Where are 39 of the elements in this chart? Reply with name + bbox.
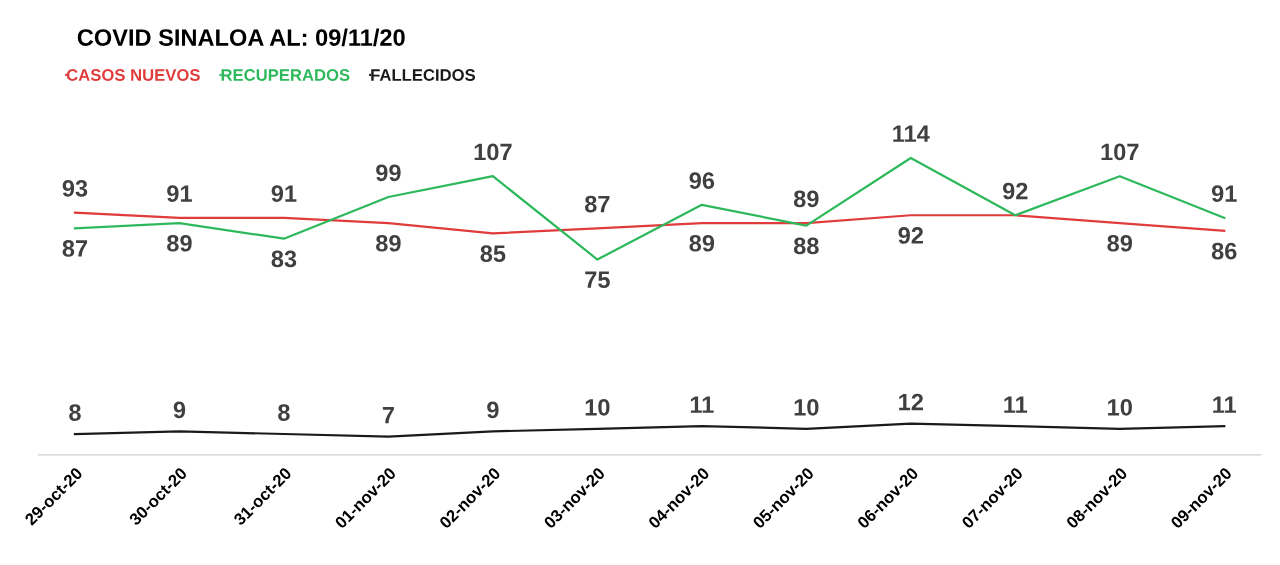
chart-title: COVID SINALOA AL: 09/11/20 bbox=[77, 28, 405, 47]
data-label: 10 bbox=[585, 398, 610, 416]
data-label: 87 bbox=[62, 240, 88, 257]
data-label: 96 bbox=[689, 172, 715, 189]
legend-label: FALLECIDOS bbox=[371, 69, 476, 81]
data-label: 75 bbox=[585, 271, 610, 289]
data-label: 10 bbox=[1108, 398, 1132, 416]
data-label: 91 bbox=[271, 185, 297, 202]
data-label: 85 bbox=[480, 245, 506, 263]
data-label: 88 bbox=[793, 237, 819, 255]
legend-label: RECUPERADOS bbox=[221, 69, 350, 81]
data-label: 89 bbox=[1107, 234, 1133, 252]
data-label: 87 bbox=[584, 195, 610, 213]
data-label: 89 bbox=[167, 234, 192, 252]
legend-label: CASOS NUEVOS bbox=[66, 69, 200, 81]
data-label: 11 bbox=[1004, 396, 1028, 413]
data-label: 89 bbox=[793, 190, 819, 208]
data-label: 89 bbox=[689, 234, 715, 252]
data-label: 86 bbox=[1211, 242, 1237, 260]
data-label: 8 bbox=[278, 404, 290, 421]
data-label: 92 bbox=[1002, 182, 1028, 200]
data-label: 89 bbox=[376, 234, 401, 252]
data-label: 11 bbox=[690, 396, 714, 413]
data-label: 8 bbox=[69, 404, 81, 421]
data-label: 91 bbox=[167, 185, 192, 202]
data-label: 10 bbox=[794, 398, 819, 416]
data-label: 114 bbox=[893, 125, 930, 142]
data-label: 107 bbox=[1101, 143, 1139, 161]
data-label: 93 bbox=[62, 180, 88, 197]
data-label: 91 bbox=[1211, 185, 1237, 202]
data-label: 83 bbox=[271, 250, 297, 268]
data-label: 107 bbox=[474, 143, 512, 161]
data-label: 9 bbox=[173, 401, 186, 419]
data-label: 11 bbox=[1213, 396, 1237, 413]
data-label: 9 bbox=[487, 401, 499, 419]
data-label: 99 bbox=[376, 164, 401, 182]
data-label: 92 bbox=[898, 227, 923, 244]
data-label: 12 bbox=[899, 393, 923, 411]
data-label: 7 bbox=[382, 407, 394, 424]
